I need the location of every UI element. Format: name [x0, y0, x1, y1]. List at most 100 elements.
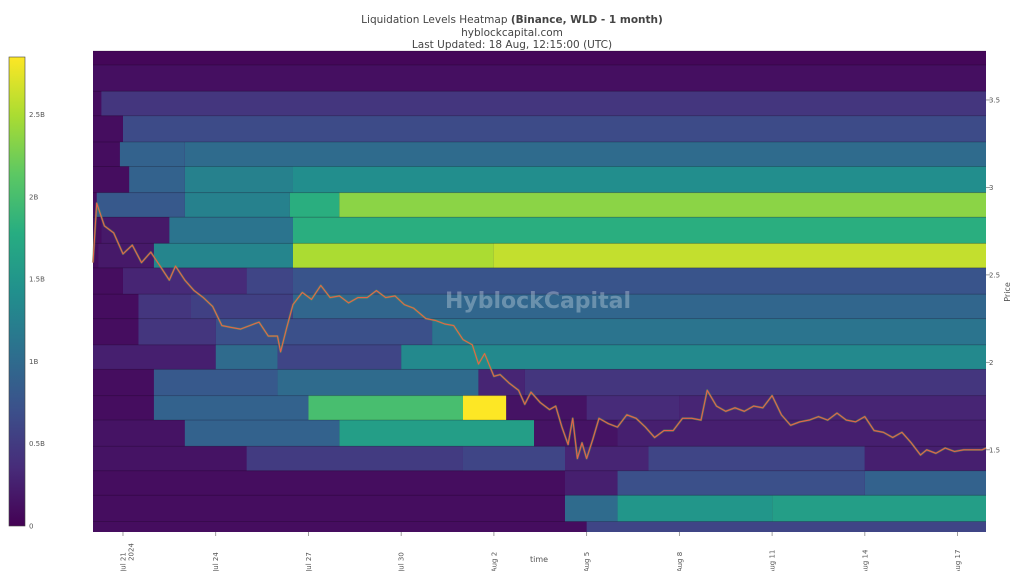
colorbar-tick-label: 2.5B	[29, 111, 45, 119]
heatmap-cell	[96, 192, 185, 218]
watermark: HyblockCapital	[445, 289, 631, 314]
heatmap-cell	[93, 91, 102, 116]
heatmap-cell	[462, 446, 566, 471]
x-tick-label: Jul 30	[398, 552, 406, 571]
y-tick-label: 3.5	[989, 96, 1000, 104]
heatmap-cell	[339, 420, 535, 447]
heatmap-cell	[153, 369, 278, 396]
heatmap-cell	[101, 91, 986, 116]
x-tick-label: Aug 8	[676, 552, 684, 571]
x-tick-label: Aug 11	[769, 550, 777, 571]
colorbar-tick-label: 1.5B	[29, 276, 45, 284]
heatmap-cell	[169, 267, 247, 295]
price-line-layer	[91, 202, 987, 460]
x-tick-label: Aug 17	[954, 550, 962, 571]
heatmap-cell	[772, 495, 986, 522]
heatmap-cell	[565, 470, 618, 496]
heatmap-cell	[308, 395, 463, 421]
chart-title: Liquidation Levels Heatmap (Binance, WLD…	[0, 14, 1024, 27]
x-tick-label: Aug 14	[861, 549, 869, 571]
heatmap-cell	[586, 521, 986, 532]
heatmap-cell	[93, 64, 986, 92]
heatmap-cell	[184, 141, 987, 167]
heatmap-cell	[93, 318, 139, 345]
x-tick-label: Aug 5	[583, 552, 591, 571]
heatmap-cell	[138, 294, 191, 319]
heatmap-cell	[93, 395, 154, 421]
heatmap-cell	[617, 470, 865, 496]
heatmap-cell	[93, 192, 97, 218]
heatmap-cell	[169, 217, 293, 244]
heatmap-cell	[122, 267, 170, 295]
y-tick-label: 1.5	[989, 446, 1000, 454]
heatmap-cell	[339, 192, 987, 218]
heatmap-cell	[617, 420, 986, 447]
heatmap-cell	[98, 243, 154, 268]
heatmap-cell	[432, 318, 986, 345]
heatmap-cell	[565, 495, 618, 522]
heatmap-cell	[93, 115, 123, 142]
heatmap-cell	[93, 495, 566, 522]
colorbar-tick-label: 0.5B	[29, 440, 45, 448]
heatmap-cell	[93, 294, 139, 319]
heatmap-cell	[153, 395, 309, 421]
heatmap-cell	[184, 166, 293, 193]
plot-area	[93, 50, 987, 532]
y-tick-label: 3	[989, 184, 993, 192]
heatmap-cell	[864, 470, 986, 496]
x-tick-label: Aug 2	[490, 552, 498, 571]
heatmap-cell	[93, 446, 247, 471]
heatmap-cell	[93, 141, 120, 167]
heatmap-cell	[93, 51, 986, 65]
heatmap-cell	[184, 192, 290, 218]
chart-subtitle: hyblockcapital.com	[461, 27, 563, 39]
heatmap-cell	[246, 446, 463, 471]
heatmap-cell	[617, 495, 773, 522]
x-axis-title: time	[530, 555, 548, 564]
heatmap-cell	[246, 267, 293, 295]
price-line	[92, 202, 987, 460]
heatmap-cell	[129, 166, 185, 193]
heatmap-cell	[648, 446, 865, 471]
heatmap-cell	[478, 369, 525, 396]
heatmap-cell	[184, 420, 340, 447]
heatmap-cell	[462, 395, 507, 421]
heatmap-cell	[277, 344, 402, 370]
x-tick-label: Jul 27	[305, 552, 313, 571]
y-tick-label: 2.5	[989, 271, 1000, 279]
heatmap-cell	[289, 192, 340, 218]
heatmap-cell	[101, 217, 170, 244]
heatmap-cell	[277, 369, 479, 396]
heatmap-cell	[93, 369, 154, 396]
heatmap-cell	[93, 217, 102, 244]
heatmap-cell	[93, 344, 216, 370]
heatmap-cell	[493, 243, 986, 268]
chart-title-bold: (Binance, WLD - 1 month)	[510, 14, 663, 26]
heatmap-cell	[401, 344, 987, 370]
heatmap-cell	[292, 243, 494, 268]
last-updated: Last Updated: 18 Aug, 12:15:00 (UTC)	[411, 39, 613, 51]
heatmap-cell	[93, 166, 130, 193]
heatmap-cell	[93, 243, 99, 268]
colorbar-tick-label: 0	[29, 523, 33, 531]
x-tick-label: Jul 24	[212, 552, 220, 571]
x-tick-label: Jul 21	[119, 552, 127, 571]
heatmap-cell	[292, 267, 986, 295]
heatmap-cell	[215, 344, 278, 370]
heatmap-cell	[190, 294, 293, 319]
heatmap-cell	[122, 115, 987, 142]
colorbar	[8, 56, 26, 527]
heatmap-cell	[93, 521, 587, 532]
heatmap-cell	[138, 318, 216, 345]
colorbar-tick-label: 1B	[29, 358, 38, 366]
heatmap-cell	[292, 166, 986, 193]
heatmap-cell	[93, 470, 566, 496]
heatmap-cell	[119, 141, 185, 167]
colorbar-ticks: 0 0.5B 1B 1.5B 2B 2.5B	[29, 111, 45, 530]
heatmap-cell	[292, 217, 986, 244]
heatmap-cell	[93, 267, 123, 295]
heatmap-cell	[524, 369, 986, 396]
y-axis: 1.5 2 2.5 3 3.5	[986, 96, 1000, 454]
